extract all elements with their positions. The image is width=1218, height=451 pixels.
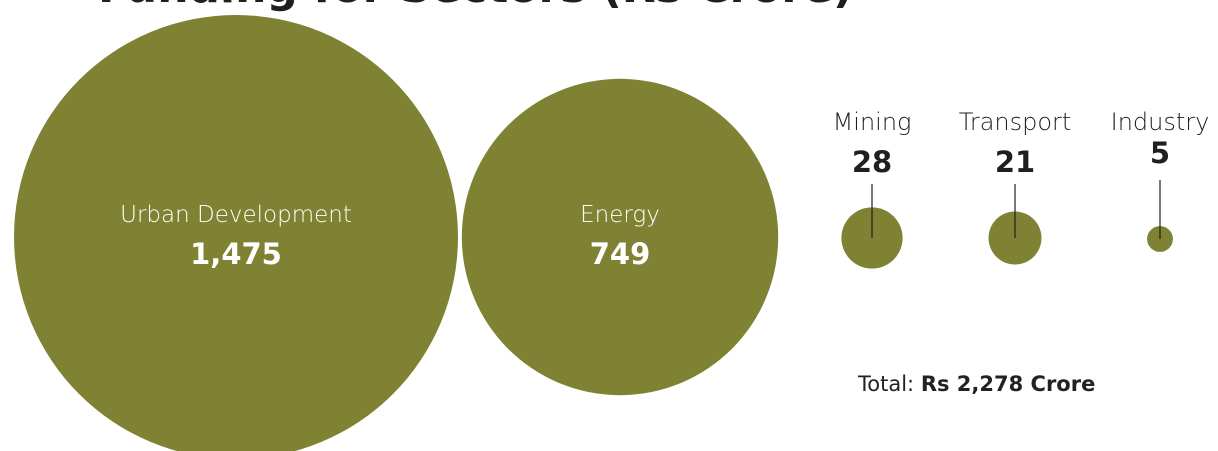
bubble-value-energy: 749 (590, 237, 651, 271)
total-label: Total: (858, 372, 914, 396)
bubble-label-industry: Industry (1111, 108, 1210, 136)
bubble-value-mining: 28 (852, 145, 892, 179)
bubble-value-transport: 21 (995, 145, 1035, 179)
bubble-label-urban-development: Urban Development (120, 202, 352, 228)
bubble-value-urban-development: 1,475 (190, 237, 282, 271)
bubble-urban-development (14, 15, 458, 451)
bubble-label-transport: Transport (959, 108, 1072, 136)
bubble-label-mining: Mining (833, 108, 912, 136)
total-line: Total: Rs 2,278 Crore (858, 372, 1095, 396)
total-value: Rs 2,278 Crore (921, 372, 1096, 396)
bubble-value-industry: 5 (1150, 136, 1170, 170)
bubble-label-energy: Energy (580, 202, 660, 228)
